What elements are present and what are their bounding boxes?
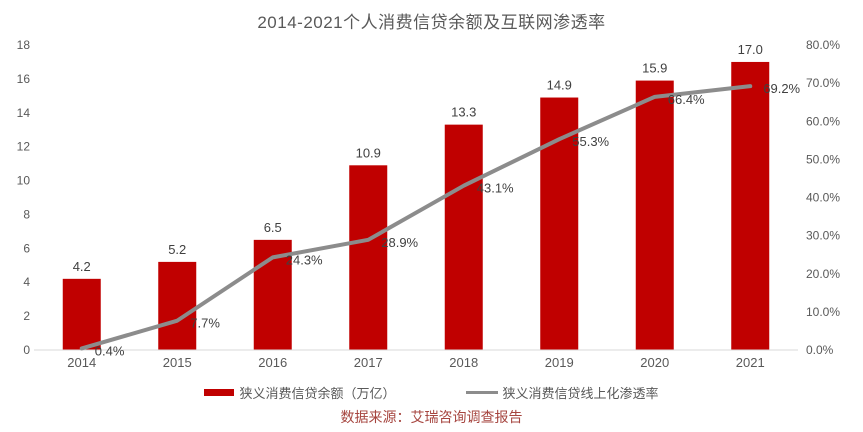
y-axis-left-tick: 18	[17, 38, 31, 52]
chart-title: 2014-2021个人消费信贷余额及互联网渗透率	[257, 13, 606, 32]
x-axis-label: 2020	[640, 355, 669, 370]
y-axis-left-tick: 14	[17, 106, 31, 120]
y-axis-right-tick: 30.0%	[806, 229, 840, 243]
trend-line	[79, 84, 753, 351]
y-axis-left-tick: 6	[23, 241, 30, 255]
line-point-label: 7.7%	[190, 316, 220, 331]
y-axis-right-tick: 80.0%	[806, 38, 840, 52]
bar-2018	[444, 124, 483, 350]
y-axis-left-tick: 0	[23, 343, 30, 357]
bar-value-label: 14.9	[547, 78, 572, 93]
bar-2020	[635, 80, 674, 350]
y-axis-right-tick: 10.0%	[806, 305, 840, 319]
source-note: 数据来源：艾瑞咨询调查报告	[340, 409, 523, 425]
x-axis-label: 2017	[354, 355, 383, 370]
legend-item-bar: 狭义消费信贷余额（万亿）	[204, 383, 396, 402]
line-point-label: 66.4%	[668, 92, 705, 107]
y-axis-left-tick: 12	[17, 140, 31, 154]
bar-value-label: 10.9	[356, 145, 381, 160]
bar-value-label: 15.9	[642, 61, 667, 76]
x-axis-label: 2018	[449, 355, 478, 370]
y-axis-left-tick: 4	[23, 275, 30, 289]
bar-value-label: 4.2	[73, 259, 91, 274]
x-axis-label: 2014	[67, 355, 96, 370]
legend-line-swatch	[465, 391, 498, 394]
y-axis-right-tick: 20.0%	[806, 267, 840, 281]
line-point-label: 43.1%	[477, 181, 514, 196]
y-axis-left-tick: 8	[23, 207, 30, 221]
line-point-label: 69.2%	[763, 81, 800, 96]
bar-value-label: 6.5	[264, 220, 282, 235]
bar-2017	[349, 165, 388, 350]
y-axis-right-tick: 40.0%	[806, 191, 840, 205]
y-axis-right-tick: 60.0%	[806, 114, 840, 128]
bar-value-label: 5.2	[168, 242, 186, 257]
bar-value-label: 17.0	[738, 42, 763, 57]
y-axis-left-tick: 2	[23, 309, 30, 323]
line-point-label: 55.3%	[572, 134, 609, 149]
x-axis-label: 2015	[163, 355, 192, 370]
y-axis-right-tick: 50.0%	[806, 152, 840, 166]
y-axis-right-tick: 0.0%	[806, 343, 834, 357]
y-axis-left-tick: 10	[17, 174, 31, 188]
legend-line-label: 狭义消费信贷线上化渗透率	[502, 386, 659, 401]
legend: 狭义消费信贷余额（万亿） 狭义消费信贷线上化渗透率	[0, 383, 863, 402]
y-axis-right-tick: 70.0%	[806, 76, 840, 90]
plot-area: 0 2 4 6 8 10 12 14 16 18 0.0% 10.0% 20.0% 30.0% 40.0% 5…	[17, 38, 841, 370]
line-point-label: 0.4%	[95, 343, 125, 358]
legend-bar-label: 狭义消费信贷余额（万亿）	[239, 386, 396, 401]
legend-item-line: 狭义消费信贷线上化渗透率	[465, 383, 659, 402]
bar-2015	[158, 261, 197, 350]
x-axis-label: 2016	[258, 355, 287, 370]
x-axis-label: 2019	[545, 355, 574, 370]
legend-bar-swatch	[204, 389, 235, 396]
bar-2014	[62, 278, 101, 350]
line-point-label: 24.3%	[286, 252, 323, 267]
bar-value-label: 13.3	[451, 105, 476, 120]
line-point-label: 28.9%	[381, 235, 418, 250]
y-axis-left-tick: 16	[17, 72, 31, 86]
x-axis-label: 2021	[736, 355, 765, 370]
bar-2021	[731, 61, 770, 350]
